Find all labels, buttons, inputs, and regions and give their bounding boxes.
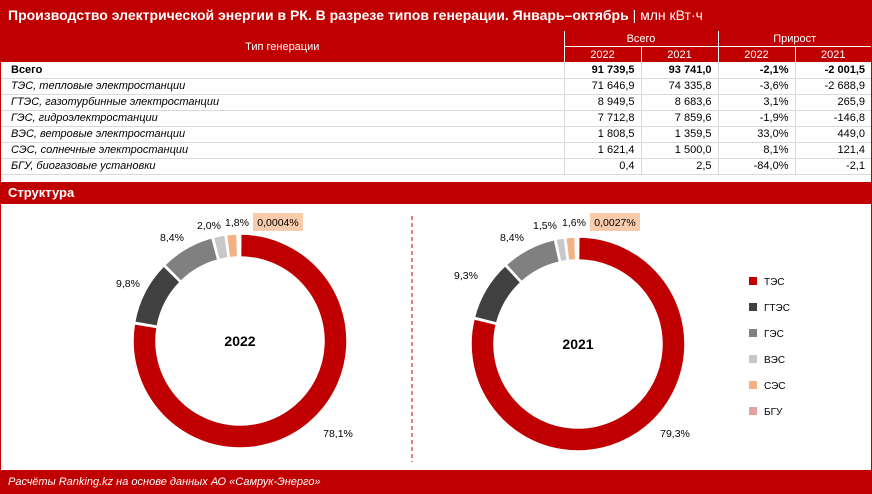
donut-slice-ВЭС bbox=[554, 237, 569, 263]
col-header-year: 2021 bbox=[640, 46, 718, 62]
col-header-type: Тип генерации bbox=[1, 31, 564, 62]
cell-value: -1,9% bbox=[717, 110, 795, 127]
legend-label: ТЭС bbox=[764, 277, 785, 288]
cell-value: 1 621,4 bbox=[563, 142, 641, 159]
slice-label: 1,5% bbox=[533, 220, 557, 232]
cell-value: 8 949,5 bbox=[563, 94, 641, 111]
cell-value: 93 741,0 bbox=[640, 62, 718, 79]
donut-slice-ГТЭС bbox=[133, 264, 182, 328]
chart-legend: ТЭС ГТЭС ГЭС ВЭС СЭС БГУ bbox=[749, 277, 790, 418]
table-row: ГТЭС, газотурбинные электростанции 8 949… bbox=[1, 94, 871, 111]
row-name: ГТЭС, газотурбинные электростанции bbox=[1, 94, 564, 111]
slice-label: 1,6% bbox=[562, 217, 586, 229]
legend-label: ГЭС bbox=[764, 329, 784, 340]
table-row: БГУ, биогазовые установки 0,4 2,5 -84,0%… bbox=[1, 158, 871, 175]
row-name: БГУ, биогазовые установки bbox=[1, 158, 564, 175]
title-unit: | млн кВт·ч bbox=[632, 7, 703, 23]
legend-swatch bbox=[749, 355, 757, 363]
cell-value: 1 359,5 bbox=[640, 126, 718, 143]
slice-label: 0,0027% bbox=[594, 217, 635, 229]
donut-center-label: 2021 bbox=[562, 336, 593, 352]
donut-center-label: 2022 bbox=[224, 333, 255, 349]
cell-value: 2,5 bbox=[640, 158, 718, 175]
slice-label: 1,8% bbox=[225, 217, 249, 229]
legend-swatch bbox=[749, 407, 757, 415]
row-name: Всего bbox=[1, 62, 564, 79]
donut-chart-2022: 2022 78,1% 9,8% 8,4% 2,0% 1,8% 0,0004% bbox=[116, 213, 353, 449]
col-header-year: 2021 bbox=[794, 46, 871, 62]
slice-label: 9,3% bbox=[454, 270, 478, 282]
cell-value: 0,4 bbox=[563, 158, 641, 175]
cell-value: 71 646,9 bbox=[563, 78, 641, 95]
cell-value: -2,1% bbox=[717, 62, 795, 79]
legend-swatch bbox=[749, 381, 757, 389]
page-title: Производство электрической энергии в РК.… bbox=[0, 0, 872, 31]
structure-charts: 2022 78,1% 9,8% 8,4% 2,0% 1,8% 0,0004% 2021 79,… bbox=[116, 213, 790, 462]
cell-value: 265,9 bbox=[794, 94, 871, 111]
slice-label: 79,3% bbox=[660, 428, 690, 440]
cell-value: -146,8 bbox=[794, 110, 871, 127]
table-row: ВЭС, ветровые электростанции 1 808,5 1 3… bbox=[1, 126, 871, 143]
table-row: СЭС, солнечные электростанции 1 621,4 1 … bbox=[1, 142, 871, 159]
cell-value: -2 688,9 bbox=[794, 78, 871, 95]
col-header-total: Всего bbox=[563, 31, 718, 47]
legend-swatch bbox=[749, 329, 757, 337]
legend-label: ВЭС bbox=[764, 355, 785, 366]
cell-value: -3,6% bbox=[717, 78, 795, 95]
donut-slice-БГУ bbox=[237, 233, 241, 258]
highlight-box bbox=[590, 213, 640, 231]
donut-slice-БГУ bbox=[575, 236, 579, 261]
slice-label: 2,0% bbox=[197, 220, 221, 232]
legend-label: СЭС bbox=[764, 381, 786, 392]
cell-value: 91 739,5 bbox=[563, 62, 641, 79]
slice-label: 0,0004% bbox=[257, 217, 298, 229]
generation-table: Тип генерации Всего Прирост 2022 2021 20… bbox=[1, 31, 871, 175]
cell-value: 8 683,6 bbox=[640, 94, 718, 111]
legend-label: БГУ bbox=[764, 407, 783, 418]
col-header-year: 2022 bbox=[563, 46, 641, 62]
donut-slice-ТЭС bbox=[132, 233, 348, 449]
table-row: ТЭС, тепловые электростанции 71 646,9 74… bbox=[1, 78, 871, 95]
highlight-box bbox=[253, 213, 303, 231]
cell-value: 7 859,6 bbox=[640, 110, 718, 127]
donut-slice-ГЭС bbox=[505, 238, 561, 283]
cell-value: -84,0% bbox=[717, 158, 795, 175]
cell-value: 33,0% bbox=[717, 126, 795, 143]
row-name: ТЭС, тепловые электростанции bbox=[1, 78, 564, 95]
cell-value: 8,1% bbox=[717, 142, 795, 159]
slice-label: 78,1% bbox=[323, 428, 353, 440]
cell-value: 3,1% bbox=[717, 94, 795, 111]
donut-slice-СЭС bbox=[225, 233, 239, 259]
donut-chart-2021: 2021 79,3% 9,3% 8,4% 1,5% 1,6% 0,0027% bbox=[454, 213, 690, 452]
donut-slice-ТЭС bbox=[470, 236, 686, 452]
donut-slice-СЭС bbox=[564, 236, 577, 262]
cell-value: 121,4 bbox=[794, 142, 871, 159]
cell-value: 1 808,5 bbox=[563, 126, 641, 143]
legend-swatch bbox=[749, 303, 757, 311]
title-text: Производство электрической энергии в РК.… bbox=[8, 7, 629, 23]
row-name: ГЭС, гидроэлектростанции bbox=[1, 110, 564, 127]
cell-value: 1 500,0 bbox=[640, 142, 718, 159]
slice-label: 8,4% bbox=[160, 232, 184, 244]
table-row-total: Всего 91 739,5 93 741,0 -2,1% -2 001,5 bbox=[1, 62, 871, 79]
col-header-year: 2022 bbox=[717, 46, 795, 62]
row-name: СЭС, солнечные электростанции bbox=[1, 142, 564, 159]
legend-label: ГТЭС bbox=[764, 303, 790, 314]
cell-value: -2 001,5 bbox=[794, 62, 871, 79]
donut-slice-ВЭС bbox=[212, 234, 230, 261]
slice-label: 8,4% bbox=[500, 232, 524, 244]
table-row: ГЭС, гидроэлектростанции 7 712,8 7 859,6… bbox=[1, 110, 871, 127]
cell-value: 7 712,8 bbox=[563, 110, 641, 127]
row-name: ВЭС, ветровые электростанции bbox=[1, 126, 564, 143]
cell-value: 449,0 bbox=[794, 126, 871, 143]
source-footer: Расчёты Ranking.kz на основе данных АО «… bbox=[0, 470, 872, 494]
structure-heading: Структура bbox=[0, 182, 872, 204]
cell-value: 74 335,8 bbox=[640, 78, 718, 95]
col-header-growth: Прирост bbox=[717, 31, 871, 47]
donut-slice-ГЭС bbox=[163, 236, 219, 283]
donut-slice-ГТЭС bbox=[473, 264, 522, 325]
legend-swatch bbox=[749, 277, 757, 285]
cell-value: -2,1 bbox=[794, 158, 871, 175]
slice-label: 9,8% bbox=[116, 278, 140, 290]
